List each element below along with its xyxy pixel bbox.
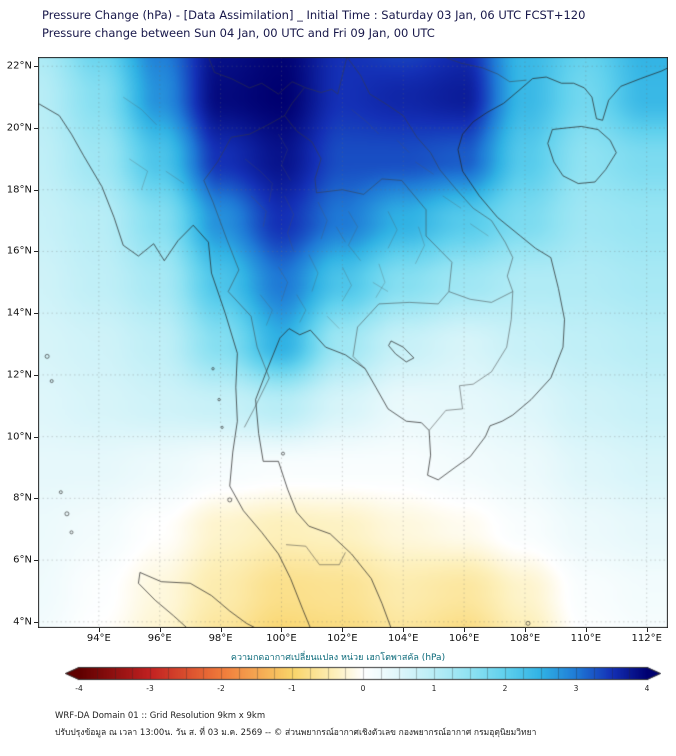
x-axis-tick-label: 96°E [147,633,172,644]
y-axis-tick-mark [34,560,38,562]
x-axis-tick-label: 112°E [631,633,662,644]
colorbar-tick-label: 4 [644,684,650,693]
x-axis-tick-mark [464,628,466,632]
y-axis-tick-mark [34,621,38,623]
y-axis-tick-mark [34,313,38,315]
colorbar-tick-label: -1 [288,684,296,693]
x-axis-tick-mark [159,628,161,632]
x-axis-tick-mark [220,628,222,632]
chart-title: Pressure Change (hPa) - [Data Assimilati… [42,8,586,22]
pressure-change-heatmap-canvas [38,57,668,628]
y-axis-tick-label: 20°N [6,122,32,134]
x-axis-tick-label: 100°E [266,633,297,644]
map-plot-area: 94°E 96°E 98°E 100°E 102°E 104°E 106°E 108°E 110… [7,57,668,644]
y-axis-tick-label: 14°N [6,307,32,319]
x-axis-tick-mark [281,628,283,632]
y-axis-tick-label: 6°N [13,554,32,566]
colorbar-tick-label: 2 [502,684,508,693]
x-axis-tick-label: 104°E [388,633,419,644]
x-axis-tick-mark [342,628,344,632]
x-axis-tick-mark [585,628,587,632]
colorbar-tick-label: 3 [573,684,579,693]
x-axis-tick-mark [646,628,648,632]
y-axis-tick-label: 10°N [6,431,32,443]
x-axis-tick-mark [403,628,405,632]
y-axis-tick-label: 12°N [6,369,32,381]
x-axis-tick-label: 94°E [86,633,111,644]
y-axis-tick-label: 4°N [13,616,32,628]
y-axis-tick-mark [34,189,38,191]
colorbar [65,666,661,682]
y-axis-tick-mark [34,498,38,500]
x-axis-tick-label: 106°E [448,633,480,644]
y-axis-tick-mark [34,436,38,438]
footer-update-info: ปรับปรุงข้อมูล ณ เวลา 13:00น. วัน ส. ที่… [55,728,537,738]
colorbar-tick-label: 0 [360,684,366,693]
y-axis-tick-label: 8°N [13,492,32,504]
footer-domain-info: WRF-DA Domain 01 :: Grid Resolution 9km … [55,711,266,721]
y-axis-tick-mark [34,127,38,129]
colorbar-tick-labels: -4 -3 -2 -1 0 1 2 3 4 [65,684,661,694]
x-axis-tick-label: 110°E [570,633,602,644]
y-axis-tick-mark [34,251,38,253]
chart-subtitle: Pressure change between Sun 04 Jan, 00 U… [42,26,435,40]
x-axis-tick-label: 98°E [208,633,233,644]
y-axis-tick-label: 18°N [6,184,32,196]
colorbar-tick-label: 1 [431,684,437,693]
colorbar-label: ความกดอากาศเปลี่ยนแปลง หน่วย เฮกโตพาสคัล… [230,653,446,663]
y-axis-tick-label: 16°N [6,245,32,257]
colorbar-tick-label: -4 [75,684,83,693]
y-axis-tick-mark [34,66,38,68]
colorbar-tick-label: -2 [217,684,225,693]
x-axis-tick-label: 108°E [509,633,541,644]
y-axis-tick-label: 22°N [6,60,32,72]
x-axis-tick-label: 102°E [327,633,358,644]
y-axis-tick-mark [34,374,38,376]
colorbar-tick-label: -3 [146,684,154,693]
x-axis-tick-mark [524,628,526,632]
x-axis-tick-mark [98,628,100,632]
